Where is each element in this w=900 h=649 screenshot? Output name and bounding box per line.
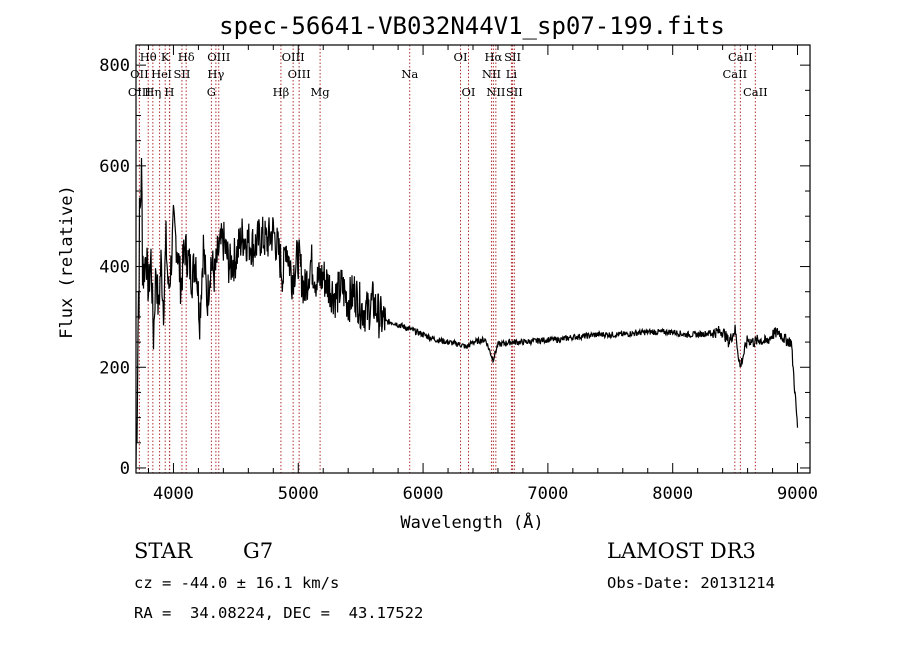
line-label: Hη	[144, 85, 161, 99]
line-label: Hδ	[178, 50, 195, 64]
obs-date: Obs-Date: 20131214	[607, 574, 775, 592]
line-label: SII	[504, 50, 521, 64]
line-label: K	[161, 50, 170, 64]
x-tick-label: 8000	[652, 484, 693, 504]
line-label: Hθ	[140, 50, 157, 64]
line-label: CaII	[722, 67, 747, 81]
line-label: Na	[401, 67, 418, 81]
object-subclass: G7	[243, 539, 274, 563]
line-label: Hγ	[207, 67, 224, 81]
x-tick-label: 6000	[403, 484, 444, 504]
y-tick-label: 0	[120, 459, 130, 479]
line-label: I	[167, 67, 172, 81]
line-label: He	[151, 67, 168, 81]
chart-title: spec-56641-VB032N44V1_sp07-199.fits	[219, 12, 725, 40]
redshift-text: cz = -44.0 ± 16.1 km/s	[134, 574, 340, 592]
x-tick-label: 7000	[527, 484, 568, 504]
coordinates: RA = 34.08224, DEC = 43.17522	[134, 604, 424, 622]
x-tick-label: 4000	[153, 484, 194, 504]
line-label: H	[164, 85, 174, 99]
line-label: G	[207, 85, 216, 99]
x-axis-label: Wavelength (Å)	[400, 511, 543, 533]
line-label: OIII	[288, 67, 311, 81]
line-label: OI	[454, 50, 468, 64]
y-tick-label: 600	[99, 157, 130, 177]
x-tick-label: 9000	[777, 484, 818, 504]
survey-name: LAMOST DR3	[607, 539, 756, 563]
x-tick-label: 5000	[278, 484, 319, 504]
y-axis-label: Flux (relative)	[57, 185, 77, 339]
line-label: Hβ	[273, 85, 290, 99]
object-class: STAR	[134, 539, 193, 563]
y-tick-label: 800	[99, 56, 130, 76]
line-label: OIII	[128, 85, 151, 99]
line-label: SII	[173, 67, 190, 81]
line-label: OIII	[282, 50, 305, 64]
spectrum-line	[135, 157, 799, 467]
line-label: NII	[482, 67, 501, 81]
line-label: OIII	[207, 50, 230, 64]
line-label: NII	[486, 85, 505, 99]
line-label: Hα	[484, 50, 502, 64]
y-tick-label: 200	[99, 358, 130, 378]
line-label: OI	[462, 85, 476, 99]
line-label: SII	[506, 85, 523, 99]
line-label: OII	[130, 67, 149, 81]
line-label: CaII	[743, 85, 768, 99]
y-tick-label: 400	[99, 258, 130, 278]
line-label: CaII	[728, 50, 753, 64]
line-label: Mg	[311, 85, 331, 99]
line-label: Li	[506, 67, 518, 81]
